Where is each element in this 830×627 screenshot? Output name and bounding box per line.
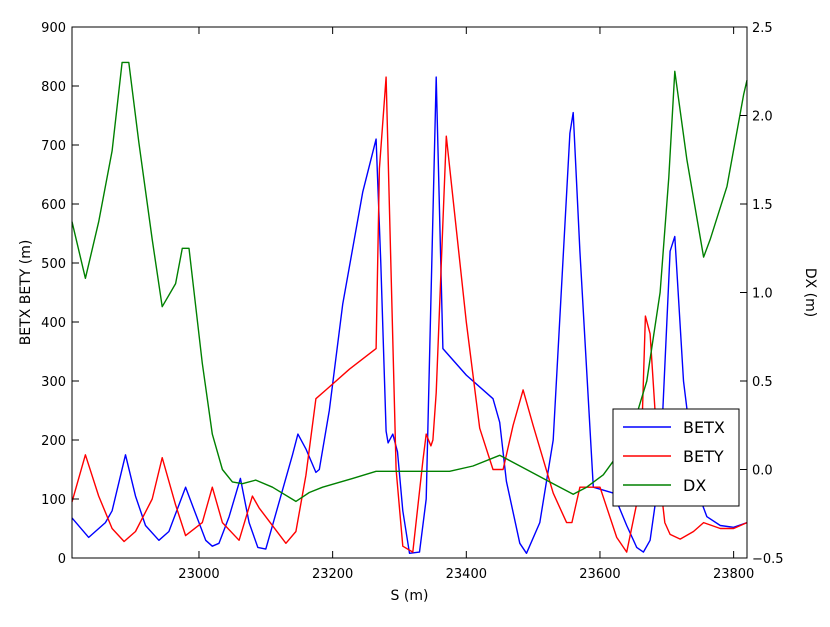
legend-label-betx: BETX bbox=[683, 418, 725, 437]
y-left-tick-label: 200 bbox=[41, 434, 66, 449]
y-left-tick-label: 500 bbox=[41, 257, 66, 272]
y-left-tick-label: 400 bbox=[41, 316, 66, 331]
y-right-tick-label: 2.5 bbox=[752, 21, 773, 36]
x-tick-label: 23000 bbox=[178, 567, 219, 582]
x-tick-label: 23400 bbox=[446, 567, 487, 582]
y-left-tick-label: 0 bbox=[58, 552, 66, 567]
series-line-betx bbox=[71, 76, 748, 554]
x-axis-title: S (m) bbox=[391, 588, 429, 604]
y-left-tick-label: 900 bbox=[41, 21, 66, 36]
series-layer bbox=[71, 61, 748, 554]
legend-box bbox=[612, 408, 740, 507]
x-tick-label: 23600 bbox=[579, 567, 620, 582]
legend: BETX BETY DX bbox=[612, 408, 740, 507]
series-line-dx bbox=[71, 61, 748, 503]
y-right-tick-label: 0.0 bbox=[752, 464, 773, 479]
y-left-tick-label: 800 bbox=[41, 80, 66, 95]
legend-label-dx: DX bbox=[683, 476, 706, 495]
y-left-tick-label: 300 bbox=[41, 375, 66, 390]
x-tick-label: 23200 bbox=[312, 567, 353, 582]
legend-label-bety: BETY bbox=[683, 447, 724, 466]
plot-frame bbox=[71, 26, 748, 559]
y-left-axis-title: BETX BETY (m) bbox=[18, 240, 34, 346]
y-left-tick-label: 100 bbox=[41, 493, 66, 508]
ticks-layer: 23000 23200 23400 23600 23800 0 100 200 300 400 50… bbox=[41, 21, 783, 582]
y-right-axis-title: DX (m) bbox=[802, 268, 818, 317]
series-line-bety bbox=[71, 76, 748, 553]
y-right-tick-label: −0.5 bbox=[752, 552, 784, 567]
y-right-tick-label: 2.0 bbox=[752, 110, 773, 125]
y-left-tick-label: 700 bbox=[41, 139, 66, 154]
y-right-tick-label: 1.0 bbox=[752, 287, 773, 302]
y-right-tick-label: 1.5 bbox=[752, 198, 773, 213]
y-right-tick-label: 0.5 bbox=[752, 375, 773, 390]
y-left-tick-label: 600 bbox=[41, 198, 66, 213]
x-tick-label: 23800 bbox=[713, 567, 754, 582]
